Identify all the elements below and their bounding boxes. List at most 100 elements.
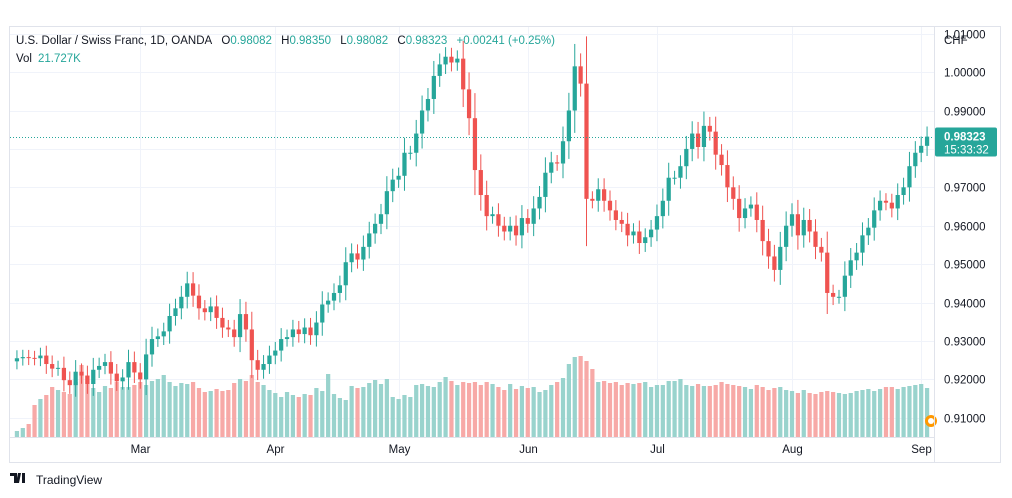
volume-bar — [625, 383, 630, 437]
volume-bar — [267, 390, 272, 437]
candle-body — [496, 214, 501, 226]
candle-body — [813, 231, 818, 247]
candle-body — [290, 329, 296, 338]
candle-body — [208, 306, 213, 313]
volume-bar — [631, 384, 636, 437]
candle-body — [214, 306, 219, 318]
candle-body — [284, 337, 290, 340]
candle-body — [108, 362, 113, 374]
volume-bar — [754, 385, 759, 437]
tradingview-footer[interactable]: TradingView — [10, 472, 102, 487]
volume-bar — [185, 384, 190, 437]
volume-bar — [854, 391, 859, 437]
volume-bars — [14, 356, 930, 437]
candle-body — [144, 354, 149, 380]
volume-bar — [719, 382, 724, 437]
volume-bar — [766, 390, 771, 437]
candle-body — [831, 292, 836, 297]
volume-bar — [132, 385, 137, 437]
volume-bar — [173, 386, 178, 437]
candle-body — [478, 170, 483, 196]
open-value: 0.98082 — [230, 35, 272, 47]
volume-bar — [226, 390, 231, 437]
candle-body — [314, 322, 319, 336]
candle-body — [625, 223, 630, 236]
volume-bar — [578, 356, 583, 437]
volume-bar — [560, 378, 566, 437]
candle-body — [355, 253, 360, 260]
candle-body — [91, 369, 96, 384]
candle-body — [596, 189, 601, 201]
candle-body — [155, 336, 160, 340]
candle-body — [161, 331, 166, 337]
candle-body — [907, 166, 912, 188]
volume-bar — [232, 383, 237, 437]
volume-bar — [279, 397, 284, 437]
candle-body — [249, 329, 254, 361]
candle-body — [877, 200, 883, 211]
candle-body — [772, 256, 777, 270]
volume-bar — [731, 385, 736, 437]
volume-bar — [872, 391, 877, 437]
candle-body — [913, 152, 918, 167]
candle-body — [67, 380, 72, 386]
volume-bar — [196, 388, 202, 437]
volume-bar — [120, 387, 125, 437]
volume-bar — [161, 375, 166, 437]
candle-body — [560, 141, 566, 164]
volume-bar — [449, 381, 454, 437]
price-tick-label: 0.92000 — [944, 375, 986, 387]
candle-body — [484, 195, 489, 217]
candle-body — [120, 377, 125, 382]
candle-body — [44, 355, 49, 365]
volume-bar — [772, 388, 777, 437]
volume-bar — [302, 394, 307, 437]
time-tick-label: Jul — [650, 444, 665, 456]
volume-bar — [367, 383, 372, 437]
volume-value: 21.727K — [38, 53, 81, 65]
volume-bar — [108, 388, 113, 437]
volume-bar — [437, 382, 442, 437]
candle-body — [431, 75, 436, 99]
candle-body — [490, 214, 495, 217]
candle-body — [367, 233, 372, 247]
volume-bar — [461, 382, 466, 437]
volume-bar — [443, 377, 448, 437]
price-tick-label: 1.01000 — [944, 30, 986, 42]
volume-bar — [55, 390, 61, 437]
volume-bar — [513, 389, 519, 437]
volume-bar — [114, 382, 119, 437]
volume-bar — [701, 386, 707, 437]
volume-bar — [795, 393, 800, 437]
volume-bar — [572, 357, 577, 437]
candle-body — [590, 198, 595, 201]
candle-body — [320, 304, 325, 323]
volume-bar — [789, 391, 795, 437]
candle-body — [55, 367, 61, 369]
volume-bar — [508, 384, 513, 437]
volume-bar — [384, 379, 389, 437]
volume-bar — [666, 381, 671, 437]
candle-body — [866, 227, 871, 236]
volume-bar — [525, 388, 530, 437]
candle-body — [384, 191, 389, 215]
volume-bar — [255, 382, 260, 437]
volume-bar — [50, 387, 55, 437]
candle-body — [519, 218, 525, 236]
volume-bar — [760, 387, 765, 437]
volume-bar — [261, 385, 266, 437]
candle-body — [690, 133, 695, 149]
candle-body — [549, 162, 554, 173]
volume-bar — [361, 387, 366, 437]
volume-bar — [919, 384, 924, 437]
candle-body — [73, 371, 78, 386]
last-price-tag-price: 0.98323 — [944, 132, 986, 144]
volume-bar — [901, 387, 906, 437]
volume-bar — [149, 381, 155, 437]
candle-body — [349, 253, 354, 263]
open-label: O — [221, 35, 231, 47]
candle-body — [695, 133, 701, 147]
price-tick-label: 1.00000 — [944, 68, 986, 80]
candle-body — [414, 133, 419, 153]
